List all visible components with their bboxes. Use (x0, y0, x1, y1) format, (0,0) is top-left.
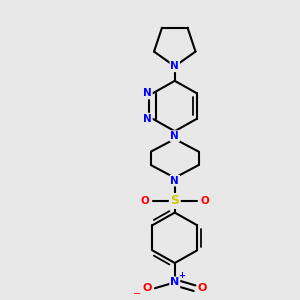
Text: O: O (200, 196, 209, 206)
Text: N: N (143, 114, 152, 124)
Text: N: N (170, 278, 179, 287)
Text: O: O (198, 283, 207, 293)
Text: N: N (143, 88, 152, 98)
Text: N: N (170, 61, 179, 71)
Text: S: S (170, 194, 179, 208)
Text: N: N (170, 131, 179, 141)
Text: −: − (133, 289, 141, 299)
Text: O: O (142, 283, 152, 293)
Text: O: O (141, 196, 149, 206)
Text: N: N (170, 176, 179, 186)
Text: +: + (178, 271, 185, 280)
